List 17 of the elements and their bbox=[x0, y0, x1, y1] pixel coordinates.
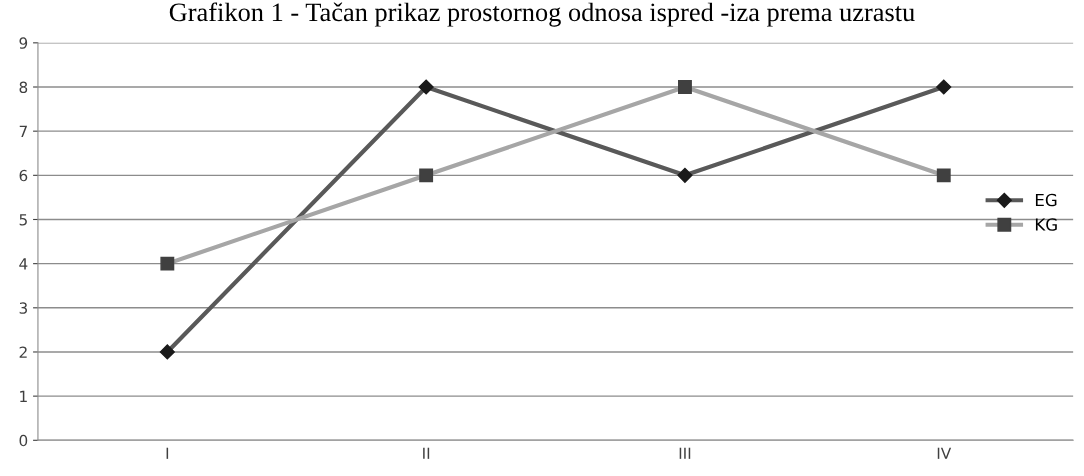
y-tick-label: 4 bbox=[19, 258, 28, 270]
y-tick-label: 2 bbox=[19, 346, 27, 358]
legend-label: KG bbox=[1035, 218, 1057, 231]
x-tick-label: III bbox=[679, 447, 691, 459]
y-tick-label: 6 bbox=[19, 169, 28, 182]
y-tick-label: 3 bbox=[19, 302, 27, 314]
chart-title: Grafikon 1 - Tačan prikaz prostornog odnosa ispred -iza prema uzrastu bbox=[169, 2, 915, 27]
y-tick-label: 8 bbox=[19, 81, 28, 94]
x-tick-label: I bbox=[166, 447, 169, 459]
y-tick-label: 5 bbox=[19, 214, 27, 226]
legend-label: EG bbox=[1035, 193, 1057, 207]
y-tick-label: 1 bbox=[20, 390, 27, 402]
x-tick-label: IV bbox=[937, 447, 952, 459]
y-tick-label: 7 bbox=[19, 125, 27, 137]
y-tick-label: 0 bbox=[19, 434, 28, 447]
x-tick-label: II bbox=[423, 447, 430, 459]
y-tick-label: 9 bbox=[19, 37, 28, 49]
